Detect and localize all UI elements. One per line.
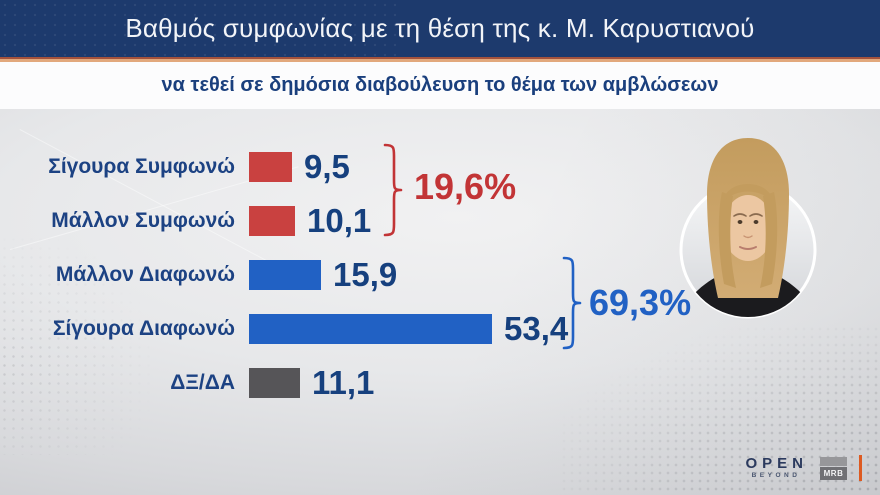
bar-dxda <box>249 368 300 398</box>
bar-row: Σίγουρα Συμφωνώ 9,5 <box>0 148 880 185</box>
category-label: Μάλλον Διαφωνώ <box>55 263 235 286</box>
open-tv-logo: OPEN BEYOND <box>745 455 808 480</box>
chart-area: Σίγουρα Συμφωνώ 9,5 Μάλλον Συμφωνώ 10,1 … <box>0 109 880 495</box>
category-label: Σίγουρα Διαφωνώ <box>52 317 235 340</box>
bar-value: 11,1 <box>312 364 375 401</box>
category-label: Σίγουρα Συμφωνώ <box>48 155 235 178</box>
branding: OPEN BEYOND MRB <box>740 453 862 483</box>
bar-row: Μάλλον Συμφωνώ 10,1 <box>0 202 880 239</box>
bar-sigoura-diafono <box>249 314 492 344</box>
subtitle-band: να τεθεί σε δημόσια διαβούλευση το θέμα … <box>0 62 880 109</box>
accent-divider <box>0 57 880 62</box>
bar-value: 10,1 <box>307 202 372 239</box>
bar-mallon-symfono <box>249 206 295 236</box>
bar-value: 15,9 <box>333 256 398 293</box>
bar-row: Σίγουρα Διαφωνώ 53,4 <box>0 310 880 347</box>
bar-mallon-diafono <box>249 260 321 290</box>
bar-value: 53,4 <box>504 310 569 347</box>
header-band: Βαθμός συμφωνίας με τη θέση της κ. Μ. Κα… <box>0 0 880 57</box>
category-label: ΔΞ/ΔΑ <box>170 371 235 394</box>
bar-row: ΔΞ/ΔΑ 11,1 <box>0 364 880 401</box>
bar-row: Μάλλον Διαφωνώ 15,9 <box>0 256 880 293</box>
agree-total-pct: 19,6% <box>414 166 517 207</box>
karystianou-portrait <box>679 138 817 319</box>
accent-tick <box>859 455 862 481</box>
bar-sigoura-symfono <box>249 152 292 182</box>
mrb-logo: MRB <box>820 456 847 480</box>
bar-value: 9,5 <box>304 148 350 185</box>
page-title: Βαθμός συμφωνίας με τη θέση της κ. Μ. Κα… <box>125 13 755 43</box>
category-label: Μάλλον Συμφωνώ <box>51 209 235 232</box>
chart-subtitle: να τεθεί σε δημόσια διαβούλευση το θέμα … <box>161 74 719 96</box>
disagree-total-pct: 69,3% <box>589 282 692 323</box>
